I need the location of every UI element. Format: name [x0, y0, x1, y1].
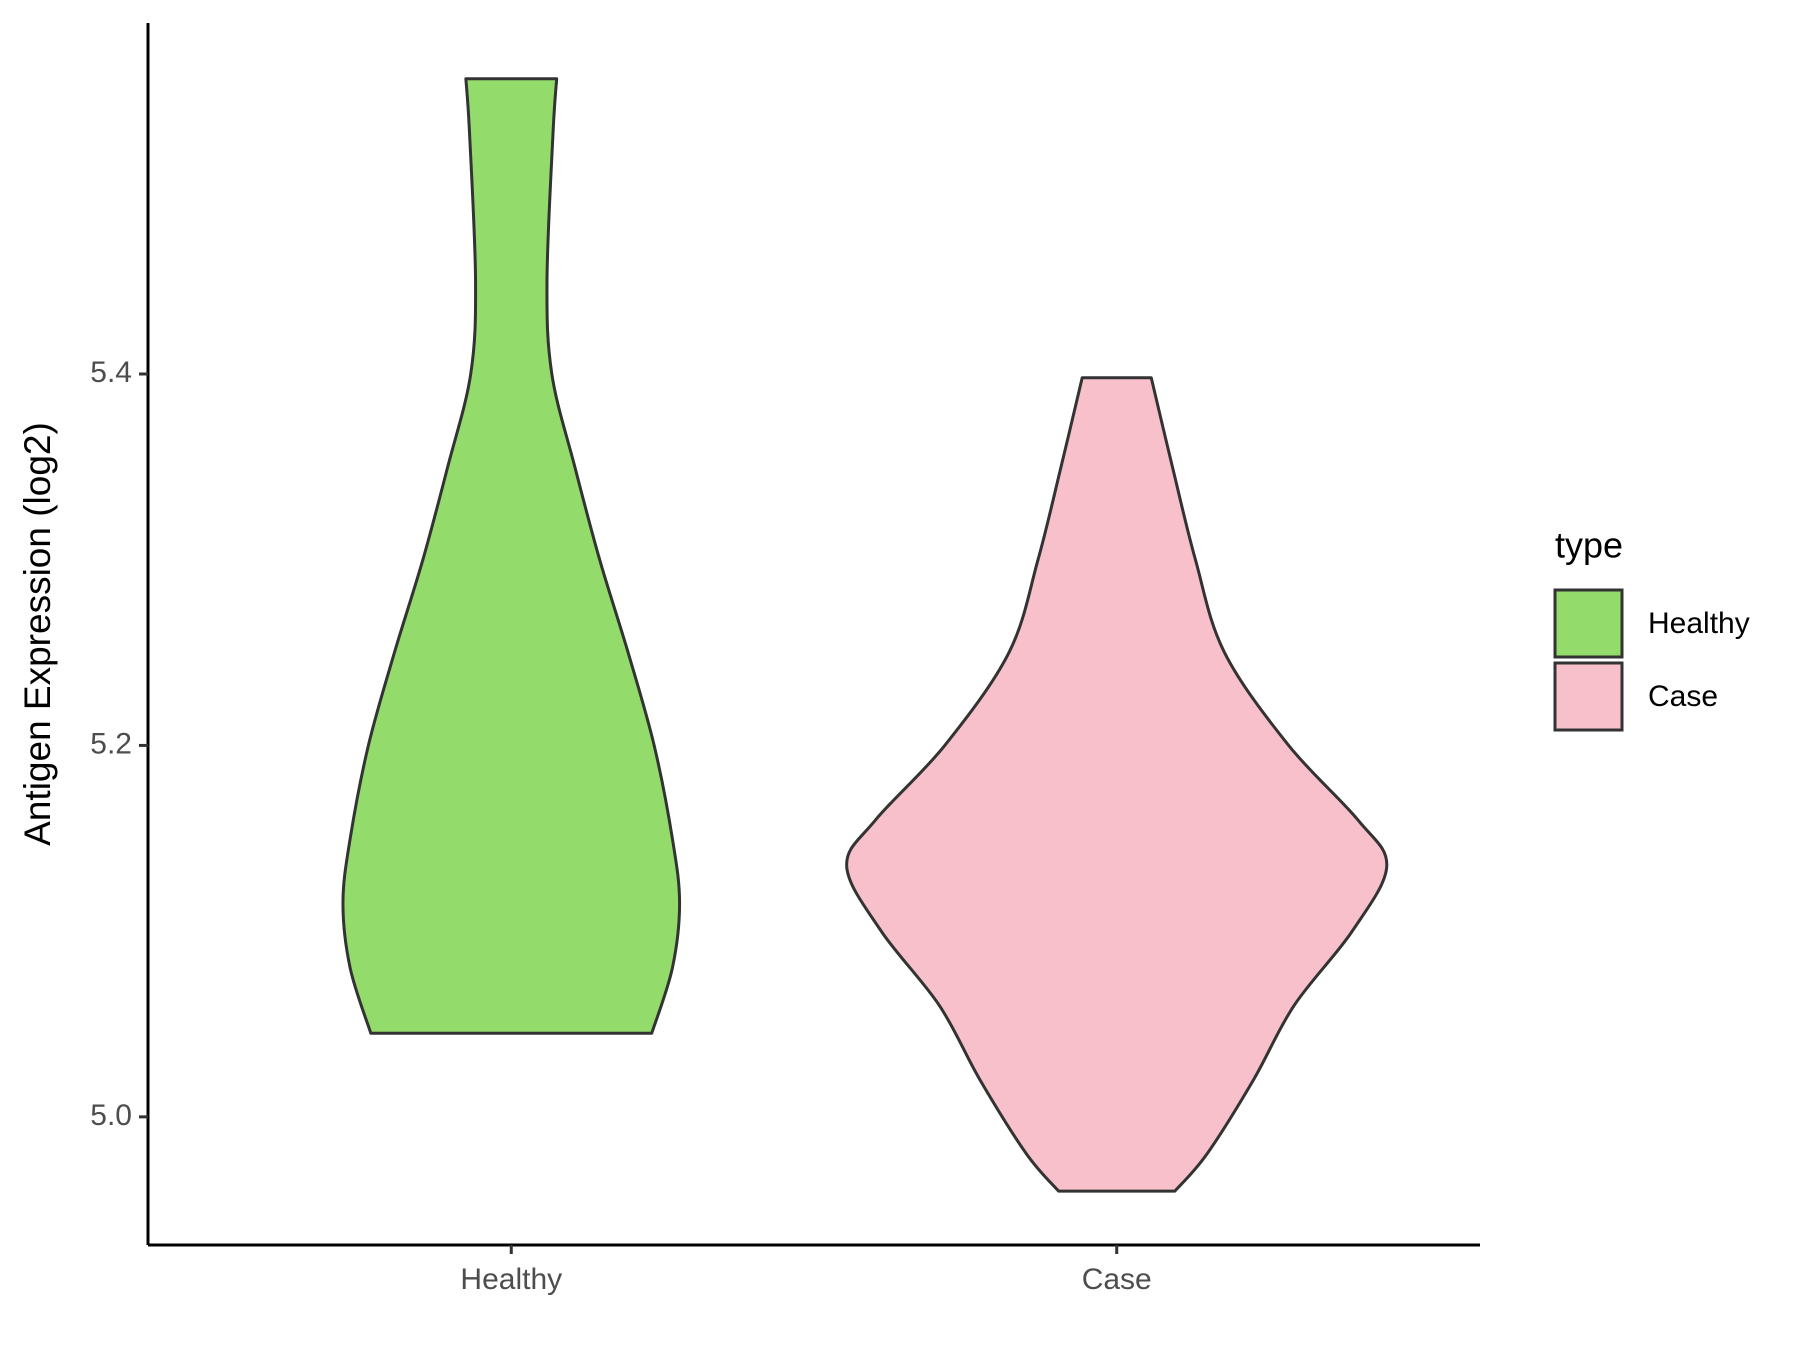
legend-key [1553, 588, 1624, 659]
violin [845, 376, 1389, 1193]
legend-key [1553, 661, 1624, 732]
y-tick-label: 5.0 [90, 1099, 132, 1132]
y-tick-label: 5.4 [90, 356, 132, 389]
violin [341, 77, 682, 1035]
y-axis-label: Antigen Expression (log2) [17, 422, 58, 846]
x-tick-label: Case [1082, 1263, 1152, 1296]
legend-label: Healthy [1648, 607, 1750, 640]
y-tick-label: 5.2 [90, 727, 132, 760]
legend-title: type [1555, 525, 1623, 566]
x-tick-label: Healthy [460, 1263, 562, 1296]
legend-label: Case [1648, 680, 1718, 713]
